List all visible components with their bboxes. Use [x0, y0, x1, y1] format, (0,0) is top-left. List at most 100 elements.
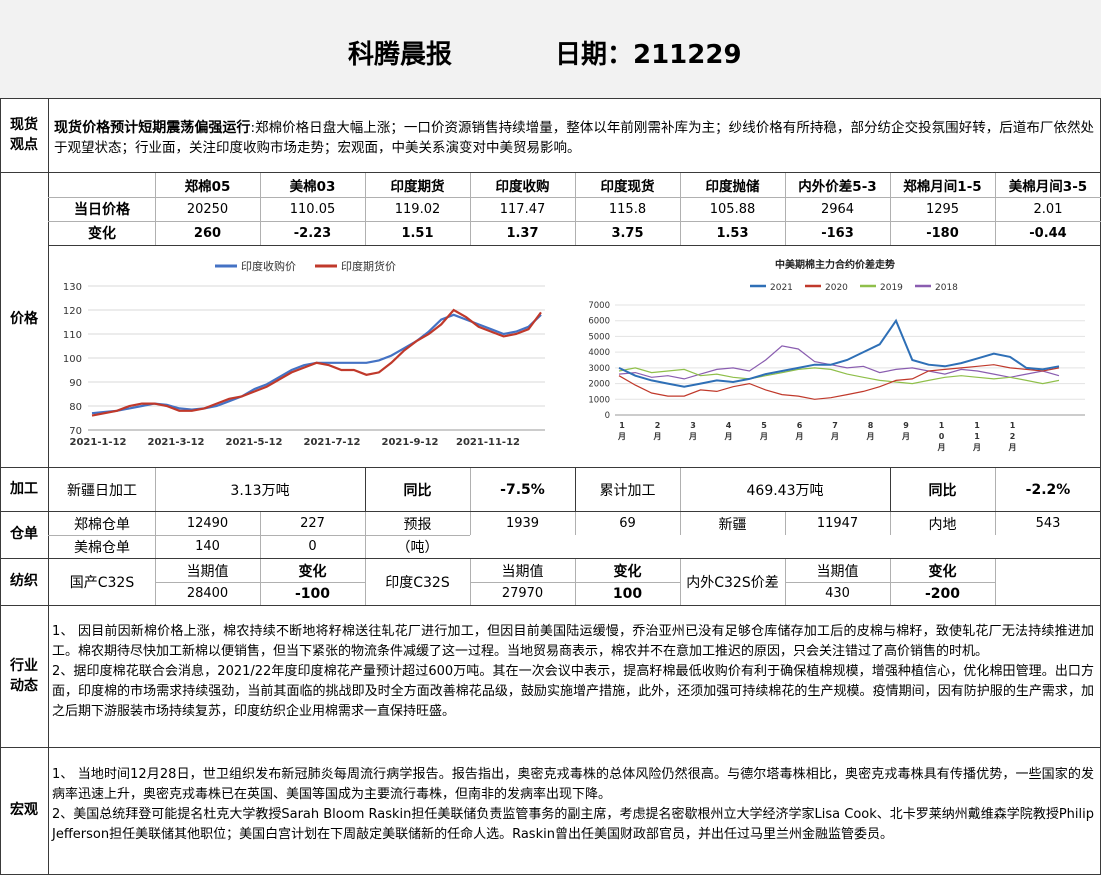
xinjiang-daily-value: 3.13万吨: [230, 482, 290, 499]
x-tick-label: 4: [726, 421, 732, 430]
x-tick-label: 5: [761, 421, 767, 430]
x-tick-label: 3: [690, 421, 696, 430]
xinjiang-warehouse-value: 11947: [816, 516, 859, 531]
india-c32s-label: 印度C32S: [385, 575, 450, 591]
change-value: 3.75: [611, 225, 644, 241]
section-label-price: 价格: [10, 311, 38, 327]
y-tick-label: 5000: [588, 332, 610, 342]
x-tick-label: 月: [972, 443, 981, 452]
x-tick-label: 2021-9-12: [381, 437, 438, 448]
yoy-label: 同比: [928, 482, 957, 499]
yoy-label: 同比: [403, 482, 432, 499]
xinjiang-warehouse-label: 新疆: [718, 516, 747, 533]
current-value-header: 当期值: [501, 563, 544, 580]
spot-view-body: :郑棉价格日盘大幅上涨；一口价资源销售持续增量，整体以年前刚需补库为主；纱线价格…: [54, 120, 1095, 156]
india-c32s-change: 100: [612, 585, 643, 602]
x-tick-label: 2: [655, 421, 661, 430]
price-value: 20250: [186, 201, 229, 217]
x-tick-label: 2021-11-12: [456, 437, 520, 448]
section-label-industry: 行业 动态: [10, 658, 38, 694]
y-tick-label: 70: [69, 426, 82, 437]
price-value: 119.02: [394, 201, 441, 217]
x-tick-label: 7: [832, 421, 838, 430]
y-tick-label: 90: [69, 378, 82, 389]
y-tick-label: 7000: [588, 301, 610, 311]
inland-warehouse-label: 内地: [928, 516, 957, 533]
y-tick-label: 0: [605, 411, 610, 421]
x-tick-label: 2021-5-12: [225, 437, 282, 448]
price-value: 110.05: [289, 201, 336, 217]
zc-warehouse-label: 郑棉仓单: [74, 516, 130, 533]
domestic-c32s-value: 28400: [186, 586, 229, 601]
y-tick-label: 3000: [588, 364, 610, 374]
change-value: 1.51: [401, 225, 434, 241]
section-label-process: 加工: [10, 481, 38, 497]
x-tick-label: 月: [759, 432, 768, 441]
row-label-change: 变化: [88, 226, 116, 242]
price-header: 印度现货: [600, 179, 655, 195]
forecast-label: 预报: [403, 516, 432, 533]
spread-c32s-change: -200: [924, 585, 961, 602]
change-value: 1.37: [506, 225, 539, 241]
x-tick-label: 月: [901, 432, 910, 441]
industry-news-item: 2、据印度棉花联合会消息，2021/22年度印度棉花产量预计超过600万吨。其在…: [52, 664, 1094, 719]
price-value: 2.01: [1033, 201, 1063, 217]
cumulative-yoy-value: -2.2%: [1025, 481, 1071, 498]
y-tick-label: 6000: [588, 317, 610, 327]
report-date: 日期：211229: [555, 40, 742, 70]
section-label-macro: 宏观: [10, 802, 38, 818]
price-value: 105.88: [709, 201, 756, 217]
change-value: 1.53: [716, 225, 749, 241]
unit-label: （吨）: [396, 539, 439, 556]
y-tick-label: 2000: [588, 380, 610, 390]
price-header: 印度抛储: [705, 179, 760, 195]
x-tick-label: 1: [1010, 421, 1016, 430]
x-tick-label: 月: [937, 443, 946, 452]
x-tick-label: 月: [617, 432, 626, 441]
price-header: 印度期货: [390, 179, 445, 195]
cumulative-label: 累计加工: [599, 482, 656, 499]
spread-c32s-label: 内外C32S价差: [686, 575, 779, 591]
y-tick-label: 1000: [588, 395, 610, 405]
series-line-india-procurement: [91, 313, 542, 415]
price-value: 117.47: [499, 201, 546, 217]
x-tick-label: 9: [903, 421, 909, 430]
x-tick-label: 月: [724, 432, 733, 441]
x-tick-label: 0: [939, 432, 945, 441]
change-header: 变化: [298, 563, 327, 580]
price-value: 1295: [925, 201, 960, 217]
price-header: 印度收购: [495, 179, 550, 195]
y-tick-label: 110: [63, 330, 82, 341]
x-tick-label: 1: [619, 421, 625, 430]
x-tick-label: 1: [939, 421, 945, 430]
x-tick-label: 月: [653, 432, 662, 441]
price-value: 115.8: [608, 201, 647, 217]
us-warehouse-label: 美棉仓单: [74, 539, 130, 556]
x-tick-label: 2021-7-12: [303, 437, 360, 448]
y-tick-label: 100: [63, 354, 82, 365]
current-value-header: 当期值: [186, 563, 229, 580]
change-header: 变化: [613, 563, 642, 580]
industry-news-item: 1、 因目前因新棉价格上涨，棉农持续不断地将籽棉送往轧花厂进行加工，但因目前美国…: [52, 624, 1094, 659]
series-line-2020: [618, 364, 1060, 400]
x-tick-label: 2021-1-12: [69, 437, 126, 448]
zc-warehouse-value: 12490: [186, 516, 229, 531]
india-c32s-value: 27970: [501, 586, 544, 601]
change-value: -180: [926, 225, 959, 241]
india-price-chart: 70 80 90 100 110 120 130 2021-1-12 2021-3-12 2021…: [63, 259, 545, 448]
zc-warehouse-change: 227: [300, 516, 325, 531]
section-label-textile: 纺织: [10, 573, 38, 589]
legend-label: 2018: [935, 283, 958, 293]
legend-label: 印度期货价: [341, 259, 396, 273]
change-value: -2.23: [293, 225, 332, 241]
x-tick-label: 月: [866, 432, 875, 441]
section-label-warehouse: 仓单: [10, 526, 38, 542]
forecast-change: 69: [619, 516, 636, 531]
macro-news: 1、 当地时间12月28日，世卫组织发布新冠肺炎每周流行病学报告。报告指出，奥密…: [52, 765, 1094, 845]
y-tick-label: 130: [63, 282, 82, 293]
x-tick-label: 1: [974, 432, 980, 441]
change-value: -163: [821, 225, 854, 241]
cumulative-value: 469.43万吨: [746, 482, 824, 499]
series-line-india-futures: [91, 308, 542, 417]
change-value: -0.44: [1029, 225, 1067, 241]
